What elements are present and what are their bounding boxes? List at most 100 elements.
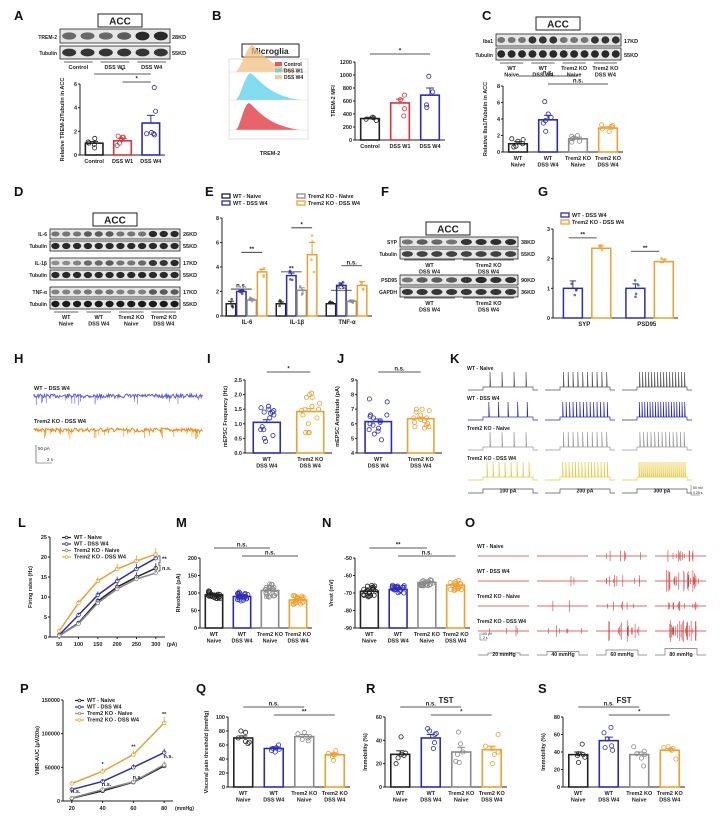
y-tick-label: 9 [351, 378, 354, 384]
x-tick-label: IL-1β [290, 320, 305, 326]
data-point [458, 587, 464, 593]
legend-label: Trem2 KO - DSS W4 [74, 555, 127, 561]
blot-band [431, 289, 443, 295]
y-axis-label: Relative Iba1/Tubulin in ACC [483, 82, 489, 156]
chart-C: 0 2 4 6 8 Relative Iba1/Tubulin in ACC WT Naive… [483, 71, 623, 168]
legend-label: Control [284, 62, 302, 68]
y-axis-label: Immobility (%) [541, 733, 547, 771]
data-point [634, 751, 640, 757]
blot-band [80, 48, 95, 57]
data-point [261, 435, 267, 441]
blot-band [62, 242, 71, 250]
data-point [206, 590, 212, 596]
significance-label: ** [302, 710, 307, 716]
x-unit-label: (pA) [167, 642, 177, 648]
data-point [262, 266, 266, 270]
data-point [312, 270, 316, 274]
region-label: ACC [437, 225, 459, 236]
data-point [309, 403, 315, 409]
significance-label: n.s. [163, 754, 173, 760]
blot-band [431, 277, 443, 283]
group-label: Trem2 KO Naive [561, 66, 588, 78]
x-tick-label: WT DSS W4 [420, 791, 442, 803]
data-point [269, 409, 275, 415]
current-step [468, 488, 538, 494]
blot-band [401, 277, 413, 283]
bar [324, 753, 346, 788]
data-point [92, 145, 98, 151]
significance-label: n.s. [265, 551, 276, 557]
y-tick-label: 4 [74, 106, 78, 112]
scale-label: 50 pA [38, 446, 50, 451]
chart-R: 0 20 40 60 Immobility (%) TST WT Naive WT DSS W4 T… [363, 696, 507, 803]
blot-band [431, 239, 443, 245]
blot-band [98, 32, 113, 40]
data-point [349, 300, 352, 303]
y-tick-label: 2 [74, 129, 77, 135]
significance-label: n.s. [422, 551, 433, 557]
data-point [598, 245, 602, 248]
ap-trace [468, 461, 538, 481]
trace-row-label: WT - DSS W4 [467, 396, 500, 402]
panel-label-F: F [381, 184, 389, 199]
data-point [325, 750, 331, 756]
data-point [241, 288, 244, 292]
blot-band [507, 50, 516, 58]
data-point [403, 750, 409, 756]
data-point [316, 406, 322, 412]
y-tick-label: 0 [497, 150, 500, 156]
blot-band [570, 50, 579, 58]
significance-label: * [399, 49, 402, 55]
data-point [423, 579, 429, 585]
bar [346, 300, 358, 317]
y-tick-label: 40 [554, 750, 560, 756]
chart-P: 0 50000 100000 150000 20 40 60 80 (mmHg) VMR-AUC … [35, 698, 194, 812]
data-point [660, 256, 663, 260]
ap-trace [622, 371, 692, 391]
region-label: ACC [109, 17, 131, 28]
data-point [120, 134, 126, 140]
series-line [71, 763, 165, 799]
data-point [569, 139, 575, 145]
significance-label: n.s. [162, 566, 172, 572]
blot-band [72, 289, 82, 295]
blot-band [148, 300, 158, 308]
x-tick-label: Trem2 KO Naive [448, 791, 475, 803]
data-point [576, 138, 582, 144]
series-line [58, 557, 157, 636]
blot-band [170, 259, 179, 267]
data-point [240, 291, 243, 294]
blot-3 [49, 269, 181, 281]
chart-N: -90 -80 -70 -60 -50 Vrest (mV) WT Naive WT DSS W4… [329, 543, 470, 644]
blot-band [446, 251, 458, 257]
chart-I: 0.0 0.5 1.0 1.5 2.0 2.5 mEPSC Frequency (Hz) WT… [223, 367, 332, 469]
y-axis-label: VMR-AUC (μV/20s) [35, 726, 41, 775]
data-point [491, 751, 497, 757]
blot-band [105, 231, 114, 237]
x-tick-label: SYP [578, 322, 590, 328]
blot-size: 55KD [183, 244, 197, 250]
blot-band [159, 289, 168, 295]
panel-label-S: S [538, 681, 547, 696]
blot-band [72, 300, 82, 308]
pressure-step [478, 652, 529, 656]
data-point [231, 305, 235, 309]
pressure-step-label: 40 mmHg [551, 652, 574, 658]
data-point [608, 725, 614, 731]
data-point [489, 761, 495, 767]
data-point [489, 746, 495, 752]
group-label: DSS W1 [104, 65, 125, 71]
chart-S: 0 20 40 60 80 Immobility (%) FST WT Naive WT DSS W… [541, 696, 685, 803]
data-point [633, 279, 637, 282]
blot-size: 55KD [183, 302, 197, 308]
blot-band [401, 289, 413, 295]
data-point [85, 139, 91, 145]
blot-size: 90KD [521, 278, 535, 284]
blot-band [62, 300, 71, 308]
data-point [447, 586, 453, 592]
